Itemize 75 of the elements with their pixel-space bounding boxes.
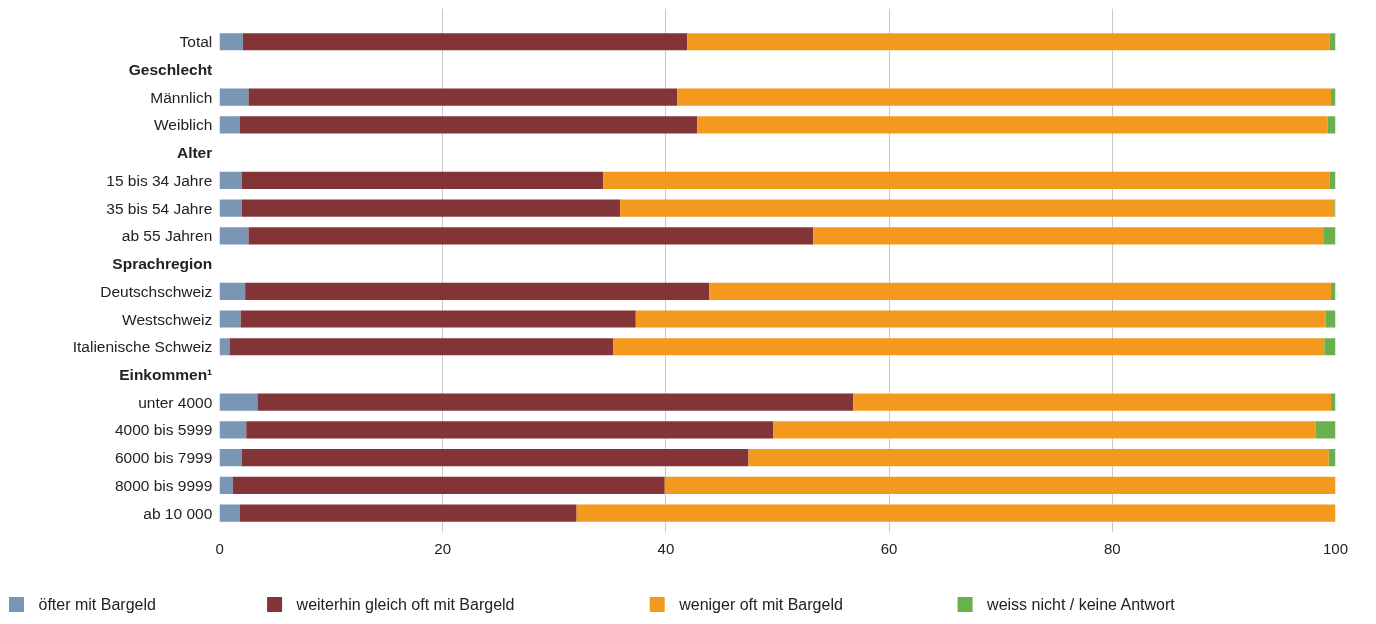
y-tick-label: 35 bis 54 Jahre (106, 199, 213, 217)
bar (748, 449, 1329, 467)
bar (687, 33, 1330, 51)
bar (697, 116, 1328, 134)
bar (248, 88, 678, 106)
legend-label: weniger oft mit Bargeld (678, 596, 843, 613)
y-tick-label: unter 4000 (138, 393, 213, 411)
bar (241, 449, 749, 467)
legend-label: öfter mit Bargeld (38, 596, 156, 613)
bar (219, 88, 249, 106)
legend-label: weiterhin gleich oft mit Bargeld (295, 596, 515, 613)
bar (246, 421, 774, 439)
legend-label: weiss nicht / keine Antwort (986, 596, 1176, 613)
bar (248, 227, 814, 245)
bar (853, 393, 1332, 411)
bar (232, 476, 665, 494)
bar (239, 504, 577, 522)
bar (576, 504, 1336, 522)
bar (219, 171, 242, 189)
bar (709, 282, 1332, 300)
bar (1325, 310, 1336, 328)
bar (1315, 421, 1336, 439)
y-tick-label: 15 bis 34 Jahre (106, 171, 213, 189)
y-tick-label: Italienische Schweiz (72, 338, 213, 356)
bar (1323, 227, 1336, 245)
bar (219, 476, 233, 494)
y-tick-label: 8000 bis 9999 (114, 476, 213, 494)
bar (664, 476, 1336, 494)
x-tick-label: 0 (215, 539, 224, 557)
y-tick-label: Sprachregion (112, 255, 213, 273)
bar (219, 116, 240, 134)
bar (613, 338, 1325, 356)
bar (219, 33, 243, 51)
bar (603, 171, 1330, 189)
bar (219, 449, 242, 467)
y-tick-label: ab 10 000 (143, 504, 213, 522)
bar (229, 338, 614, 356)
bar (219, 227, 249, 245)
y-tick-label: Total (179, 33, 213, 51)
bar (241, 171, 604, 189)
x-tick-label: 20 (434, 539, 452, 557)
y-tick-label: Weiblich (153, 116, 213, 134)
bar (219, 504, 240, 522)
y-tick-label: Deutschschweiz (100, 282, 213, 300)
y-tick-label: Einkommen¹ (119, 365, 213, 383)
bar (773, 421, 1316, 439)
y-tick-label: Westschweiz (122, 310, 213, 328)
bar (219, 393, 258, 411)
bar (219, 310, 241, 328)
bar (242, 33, 688, 51)
bar (219, 199, 242, 217)
y-tick-label: ab 55 Jahren (121, 227, 213, 245)
bar (239, 116, 698, 134)
y-tick-label: 4000 bis 5999 (114, 421, 213, 439)
x-tick-label: 60 (880, 539, 898, 557)
bar (257, 393, 854, 411)
bar (241, 199, 621, 217)
x-tick-label: 80 (1103, 539, 1121, 557)
bar (219, 421, 247, 439)
bar (245, 282, 710, 300)
x-tick-label: 100 (1322, 539, 1349, 557)
bar (219, 282, 246, 300)
bar (1324, 338, 1336, 356)
bar (1327, 116, 1336, 134)
bar (620, 199, 1335, 217)
x-tick-label: 40 (657, 539, 675, 557)
bar (635, 310, 1326, 328)
y-tick-label: Alter (176, 144, 213, 162)
bar (219, 338, 230, 356)
y-tick-label: 6000 bis 7999 (114, 449, 213, 467)
bar (240, 310, 636, 328)
y-tick-label: Geschlecht (128, 60, 213, 78)
y-tick-label: Männlich (150, 88, 213, 106)
bar (813, 227, 1324, 245)
bar (677, 88, 1332, 106)
